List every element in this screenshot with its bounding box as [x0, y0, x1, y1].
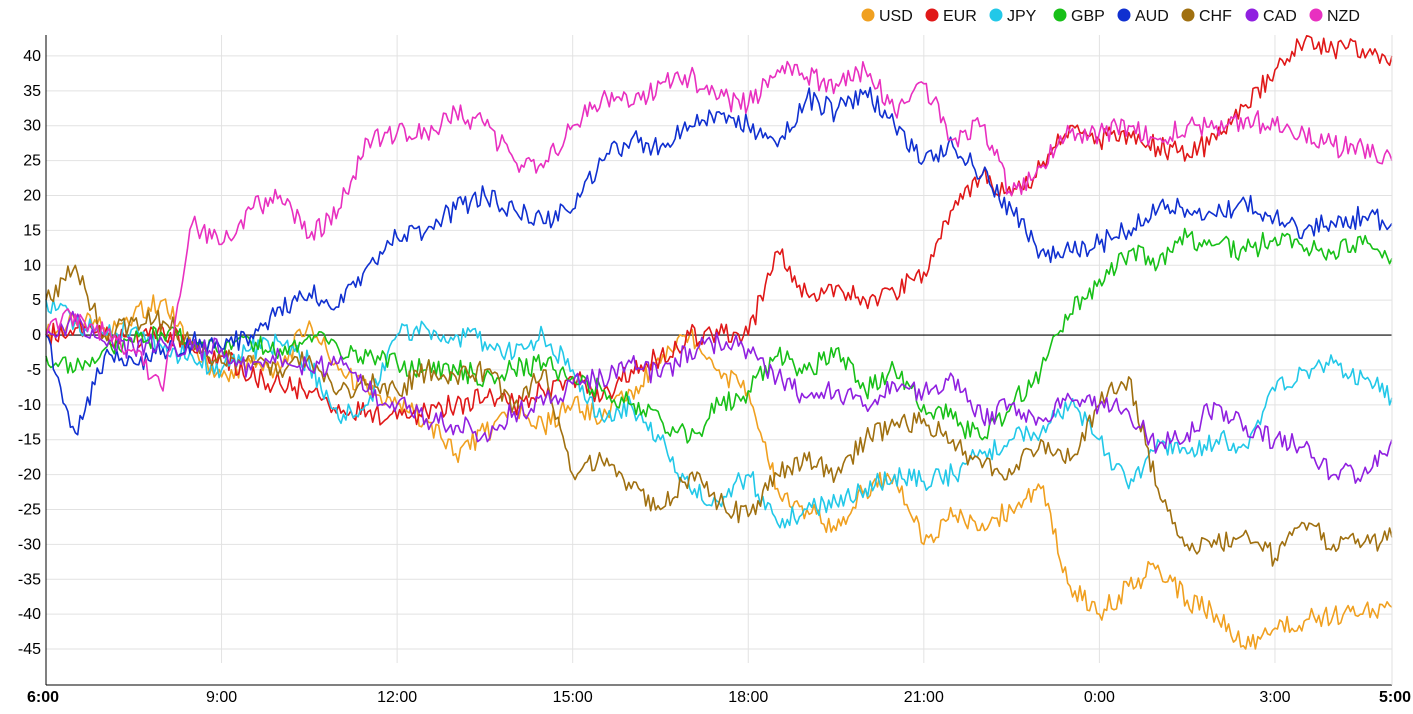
legend-label: USD: [879, 8, 913, 25]
y-tick-label: -25: [18, 501, 41, 518]
legend-item-jpy[interactable]: JPY: [989, 8, 1037, 25]
series-line-cad: [45, 310, 1393, 484]
series-line-nzd: [45, 60, 1393, 392]
x-tick-label: 18:00: [728, 689, 768, 706]
legend-swatch-nzd: [1309, 8, 1323, 22]
legend[interactable]: USD EUR JPY GBP AUD CHF CAD NZD: [861, 8, 1360, 25]
legend-item-chf[interactable]: CHF: [1181, 8, 1233, 25]
legend-label: CAD: [1263, 8, 1297, 25]
y-tick-label: -20: [18, 467, 41, 484]
x-tick-label: 0:00: [1084, 689, 1115, 706]
legend-swatch-aud: [1117, 8, 1131, 22]
x-tick-label: 15:00: [553, 689, 593, 706]
legend-label: AUD: [1135, 8, 1169, 25]
legend-item-nzd[interactable]: NZD: [1309, 8, 1360, 25]
series-line-usd: [45, 294, 1393, 650]
y-tick-label: -10: [18, 397, 41, 414]
legend-label: GBP: [1071, 8, 1105, 25]
y-tick-label: 10: [23, 257, 41, 274]
y-tick-label: 15: [23, 222, 41, 239]
legend-item-aud[interactable]: AUD: [1117, 8, 1169, 25]
series-layer: [45, 34, 1393, 650]
legend-swatch-usd: [861, 8, 875, 22]
legend-swatch-chf: [1181, 8, 1195, 22]
y-tick-label: -15: [18, 432, 41, 449]
series-line-chf: [45, 264, 1393, 567]
y-tick-label: 5: [32, 292, 41, 309]
legend-label: EUR: [943, 8, 977, 25]
legend-label: CHF: [1199, 8, 1232, 25]
x-tick-label: 3:00: [1259, 689, 1290, 706]
legend-item-usd[interactable]: USD: [861, 8, 913, 25]
x-tick-label: 9:00: [206, 689, 237, 706]
y-tick-label: 25: [23, 153, 41, 170]
y-tick-label: 20: [23, 187, 41, 204]
series-line-eur: [45, 34, 1393, 426]
y-tick-label: 35: [23, 83, 41, 100]
y-tick-label: 30: [23, 118, 41, 135]
x-tick-label: 12:00: [377, 689, 417, 706]
legend-swatch-cad: [1245, 8, 1259, 22]
y-tick-label: -40: [18, 606, 41, 623]
legend-swatch-gbp: [1053, 8, 1067, 22]
y-tick-label: -35: [18, 571, 41, 588]
legend-item-cad[interactable]: CAD: [1245, 8, 1297, 25]
legend-swatch-eur: [925, 8, 939, 22]
legend-item-eur[interactable]: EUR: [925, 8, 977, 25]
x-tick-label: 6:00: [27, 689, 59, 706]
y-tick-label: -45: [18, 641, 41, 658]
legend-label: JPY: [1007, 8, 1037, 25]
chart-grid: [46, 35, 1392, 663]
y-tick-label: -30: [18, 536, 41, 553]
y-tick-label: 40: [23, 48, 41, 65]
x-tick-label: 5:00: [1379, 689, 1411, 706]
legend-swatch-jpy: [989, 8, 1003, 22]
series-line-aud: [45, 86, 1393, 436]
axis-layer: 40 35 30 25 20 15 10 5 0 -5 -10 -15 -20 -25 -30 -35 -40 -…: [18, 35, 1411, 706]
y-tick-label: 0: [32, 327, 41, 344]
legend-label: NZD: [1327, 8, 1360, 25]
legend-item-gbp[interactable]: GBP: [1053, 8, 1105, 25]
x-tick-label: 21:00: [904, 689, 944, 706]
series-line-gbp: [45, 227, 1393, 444]
y-tick-label: -5: [27, 362, 41, 379]
